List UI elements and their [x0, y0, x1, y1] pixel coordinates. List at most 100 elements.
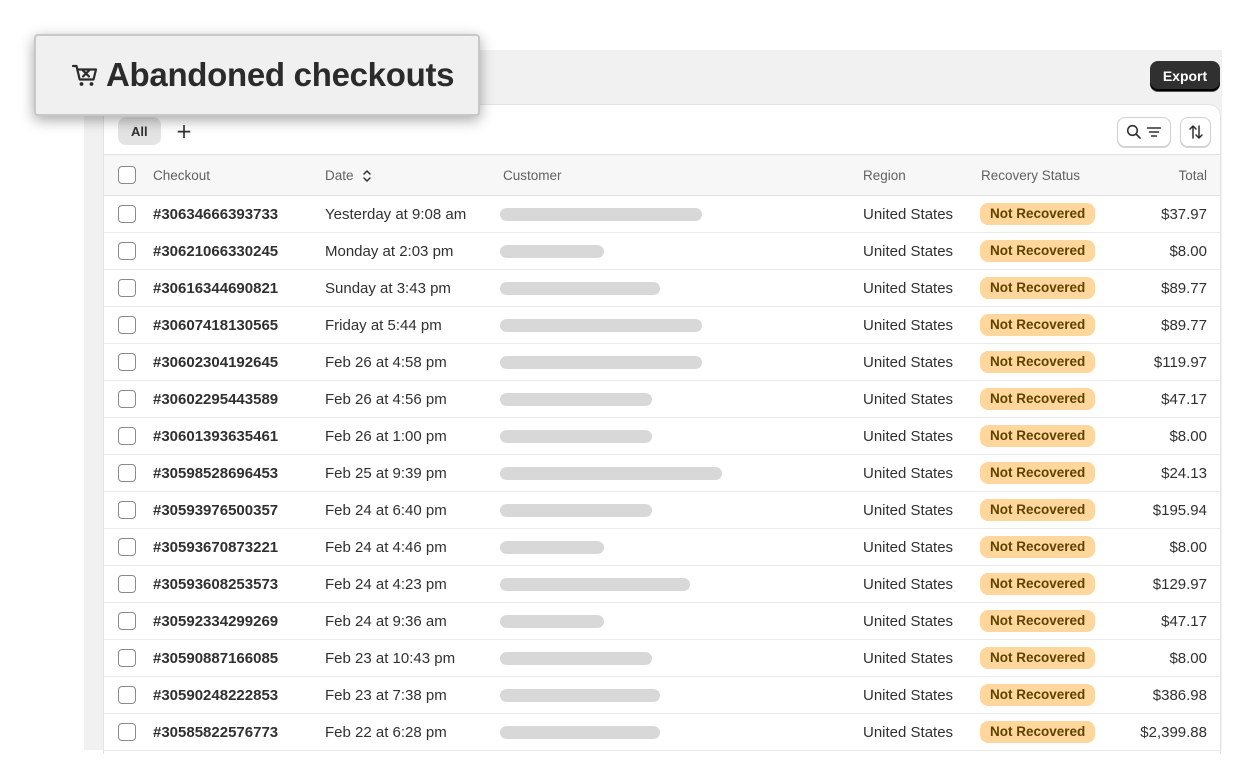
checkout-id[interactable]: #30601393635461	[153, 427, 279, 445]
region: United States	[863, 279, 954, 297]
checkout-id[interactable]: #30598528696453	[153, 464, 279, 482]
region: United States	[863, 427, 954, 445]
redacted-customer	[500, 614, 604, 628]
column-header-recovery-status[interactable]: Recovery Status	[981, 168, 1081, 183]
recovery-status-cell: Not Recovered	[980, 714, 1096, 750]
customer-cell	[500, 603, 604, 639]
checkout-date: Feb 24 at 4:23 pm	[325, 575, 447, 593]
recovery-status-cell: Not Recovered	[980, 233, 1096, 269]
table-row[interactable]: #30590887166085 Feb 23 at 10:43 pm United …	[104, 640, 1220, 677]
redacted-customer	[500, 725, 660, 739]
row-checkbox[interactable]	[118, 612, 136, 630]
checkout-id[interactable]: #30593608253573	[153, 575, 279, 593]
redacted-customer	[500, 429, 652, 443]
checkout-date: Feb 26 at 4:58 pm	[325, 353, 447, 371]
table-row[interactable]: #30616344690821 Sunday at 3:43 pm United S…	[104, 270, 1220, 307]
total: $195.94	[1152, 501, 1207, 519]
checkout-id[interactable]: #30621066330245	[153, 242, 279, 260]
row-checkbox[interactable]	[118, 205, 136, 223]
table-row[interactable]: #30621066330245 Monday at 2:03 pm United S…	[104, 233, 1220, 270]
add-view-button[interactable]: +	[170, 117, 198, 145]
status-badge: Not Recovered	[980, 499, 1096, 521]
checkout-date: Feb 26 at 1:00 pm	[325, 427, 447, 445]
column-header-customer[interactable]: Customer	[503, 168, 562, 183]
table-row[interactable]: #30602304192645 Feb 26 at 4:58 pm United S…	[104, 344, 1220, 381]
status-badge: Not Recovered	[980, 277, 1096, 299]
checkout-id[interactable]: #30607418130565	[153, 316, 279, 334]
row-checkbox[interactable]	[118, 242, 136, 260]
checkout-id[interactable]: #30585822576773	[153, 723, 279, 741]
checkout-id[interactable]: #30593670873221	[153, 538, 279, 556]
view-toolbar: All +	[104, 105, 1220, 155]
row-checkbox[interactable]	[118, 279, 136, 297]
checkout-id[interactable]: #30602295443589	[153, 390, 279, 408]
checkout-id[interactable]: #30616344690821	[153, 279, 279, 297]
row-checkbox[interactable]	[118, 538, 136, 556]
table-row[interactable]: #30593608253573 Feb 24 at 4:23 pm United S…	[104, 566, 1220, 603]
column-header-region[interactable]: Region	[863, 168, 906, 183]
status-badge: Not Recovered	[980, 610, 1096, 632]
table-row[interactable]: #30607418130565 Friday at 5:44 pm United S…	[104, 307, 1220, 344]
table-row[interactable]: #30590248222853 Feb 23 at 7:38 pm United S…	[104, 677, 1220, 714]
column-header-date[interactable]: Date	[325, 155, 374, 196]
region: United States	[863, 242, 954, 260]
customer-cell	[500, 529, 604, 565]
checkout-id[interactable]: #30593976500357	[153, 501, 279, 519]
sort-button[interactable]	[1180, 117, 1211, 147]
redacted-customer	[500, 466, 722, 480]
checkout-id[interactable]: #30592334299269	[153, 612, 279, 630]
total: $386.98	[1152, 686, 1207, 704]
row-checkbox[interactable]	[118, 427, 136, 445]
column-header-date-label: Date	[325, 168, 354, 183]
table-row[interactable]: #30634666393733 Yesterday at 9:08 am Unite…	[104, 196, 1220, 233]
row-checkbox[interactable]	[118, 575, 136, 593]
table-row[interactable]: #30592334299269 Feb 24 at 9:36 am United S…	[104, 603, 1220, 640]
row-checkbox[interactable]	[118, 353, 136, 371]
sort-icon	[1188, 125, 1203, 139]
checkout-id[interactable]: #30602304192645	[153, 353, 279, 371]
table-row[interactable]: #30598528696453 Feb 25 at 9:39 pm United S…	[104, 455, 1220, 492]
recovery-status-cell: Not Recovered	[980, 418, 1096, 454]
table-row[interactable]: #30585822576773 Feb 22 at 6:28 pm United S…	[104, 714, 1220, 751]
total: $8.00	[1169, 427, 1207, 445]
checkout-date: Feb 24 at 9:36 am	[325, 612, 447, 630]
checkout-id[interactable]: #30634666393733	[153, 205, 279, 223]
customer-cell	[500, 418, 652, 454]
redacted-customer	[500, 577, 690, 591]
status-badge: Not Recovered	[980, 314, 1096, 336]
total: $37.97	[1161, 205, 1207, 223]
region: United States	[863, 649, 954, 667]
table-row[interactable]: #30593976500357 Feb 24 at 6:40 pm United S…	[104, 492, 1220, 529]
checkout-date: Feb 24 at 6:40 pm	[325, 501, 447, 519]
region: United States	[863, 316, 954, 334]
select-all-checkbox[interactable]	[118, 166, 136, 184]
row-checkbox[interactable]	[118, 501, 136, 519]
export-button[interactable]: Export	[1150, 61, 1220, 91]
status-badge: Not Recovered	[980, 462, 1096, 484]
column-header-total[interactable]: Total	[1178, 168, 1207, 183]
row-checkbox[interactable]	[118, 316, 136, 334]
region: United States	[863, 353, 954, 371]
redacted-customer	[500, 688, 660, 702]
row-checkbox[interactable]	[118, 686, 136, 704]
redacted-customer	[500, 244, 604, 258]
checkout-id[interactable]: #30590887166085	[153, 649, 279, 667]
row-checkbox[interactable]	[118, 464, 136, 482]
customer-cell	[500, 566, 690, 602]
row-checkbox[interactable]	[118, 390, 136, 408]
table-row[interactable]: #30602295443589 Feb 26 at 4:56 pm United S…	[104, 381, 1220, 418]
table-row[interactable]: #30601393635461 Feb 26 at 1:00 pm United S…	[104, 418, 1220, 455]
checkout-id[interactable]: #30590248222853	[153, 686, 279, 704]
customer-cell	[500, 381, 652, 417]
customer-cell	[500, 270, 660, 306]
column-header-checkout[interactable]: Checkout	[153, 168, 211, 183]
total: $47.17	[1161, 390, 1207, 408]
page-title: Abandoned checkouts	[106, 56, 455, 93]
tab-all[interactable]: All	[118, 117, 161, 145]
table-row[interactable]: #30593670873221 Feb 24 at 4:46 pm United S…	[104, 529, 1220, 566]
recovery-status-cell: Not Recovered	[980, 640, 1096, 676]
redacted-customer	[500, 392, 652, 406]
row-checkbox[interactable]	[118, 649, 136, 667]
search-filter-button[interactable]	[1117, 117, 1171, 147]
row-checkbox[interactable]	[118, 723, 136, 741]
